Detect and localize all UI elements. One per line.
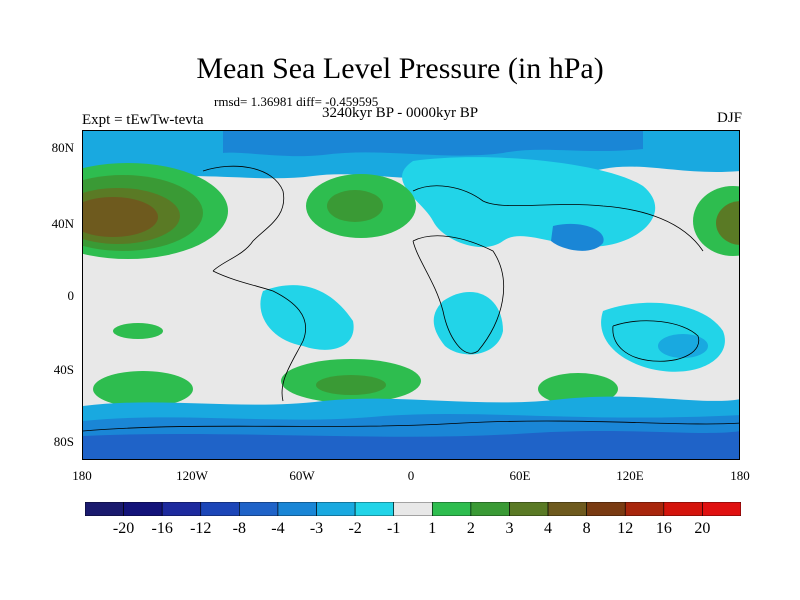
colorbar-swatch [85,502,124,516]
colorbar-swatch [586,502,626,516]
atlantic-high-core [327,190,383,222]
south-atlantic-high-core [316,375,386,395]
colorbar-label: 3 [505,520,514,537]
coastlines [83,165,739,432]
lat-label-80n: 80N [51,140,74,155]
season-label: DJF [716,110,742,126]
colorbar-swatch [547,502,587,516]
colorbar-swatch [316,502,356,516]
colorbar-swatch [239,502,279,516]
south-pacific-small-high [113,323,163,339]
lat-label-eq: 0 [67,288,75,303]
colorbar-swatch [277,502,317,516]
colorbar-label: 16 [655,520,672,537]
pacific-high-east-core [716,201,739,245]
antarctic-deep-low [83,431,739,459]
colorbar-label: 4 [544,520,553,537]
colorbar-label: -8 [232,520,246,537]
lon-label-120w: 120W [176,468,208,483]
colorbar-label: 1 [428,520,437,537]
samerica-low [260,285,354,350]
lat-label-40s: 40S [53,362,74,377]
colorbar-swatch [470,502,510,516]
colorbar-label: 20 [694,520,711,537]
lon-label-60w: 60W [289,468,315,483]
colorbar-label: -4 [271,520,285,537]
colorbar-label: -2 [348,520,362,537]
colorbar-swatch [161,502,202,516]
siberia-low [402,157,656,248]
lat-label-80s: 80S [53,434,74,449]
pacific-high-core [83,197,158,237]
lon-label-180e: 180 [730,468,750,483]
colorbar-swatch [509,502,549,516]
period-text: 3240kyr BP - 0000kyr BP [321,105,479,121]
colorbar-label: -20 [112,520,135,537]
map-panel [82,130,740,460]
arctic-low-core [223,131,643,157]
colorbar-swatch [354,502,395,516]
colorbar-swatch [200,502,240,516]
pressure-anomaly-map [83,131,739,459]
colorbar-swatch [393,502,433,516]
colorbar-label: 8 [582,520,591,537]
africa-low [433,292,503,355]
colorbar-label: -3 [309,520,324,537]
colorbar-swatch [431,502,472,516]
plot-title: Mean Sea Level Pressure (in hPa) [196,52,604,85]
colorbar-label: -16 [151,520,173,537]
colorbar-label: 12 [617,520,634,537]
colorbar-label: 2 [466,520,475,537]
lon-label-60e: 60E [509,468,531,483]
colorbar-swatch [663,502,703,516]
lon-label-120e: 120E [616,468,644,483]
experiment-label: Expt = tEwTw-tevta [82,112,204,128]
stats-text: rmsd= 1.36981 diff= -0.459595 [214,94,379,109]
australia-low-core [658,334,708,358]
lat-label-40n: 40N [51,216,74,231]
colorbar-label: -1 [387,520,401,537]
lon-label-0: 0 [407,468,415,483]
asia-low-core [551,223,604,251]
colorbar-swatch [624,502,665,516]
colorbar-swatch [702,502,741,516]
lon-label-180w: 180 [72,468,92,483]
colorbar-label: -12 [190,520,212,537]
colorbar [85,502,741,516]
colorbar-swatch [123,502,163,516]
south-pacific-high [93,371,193,407]
